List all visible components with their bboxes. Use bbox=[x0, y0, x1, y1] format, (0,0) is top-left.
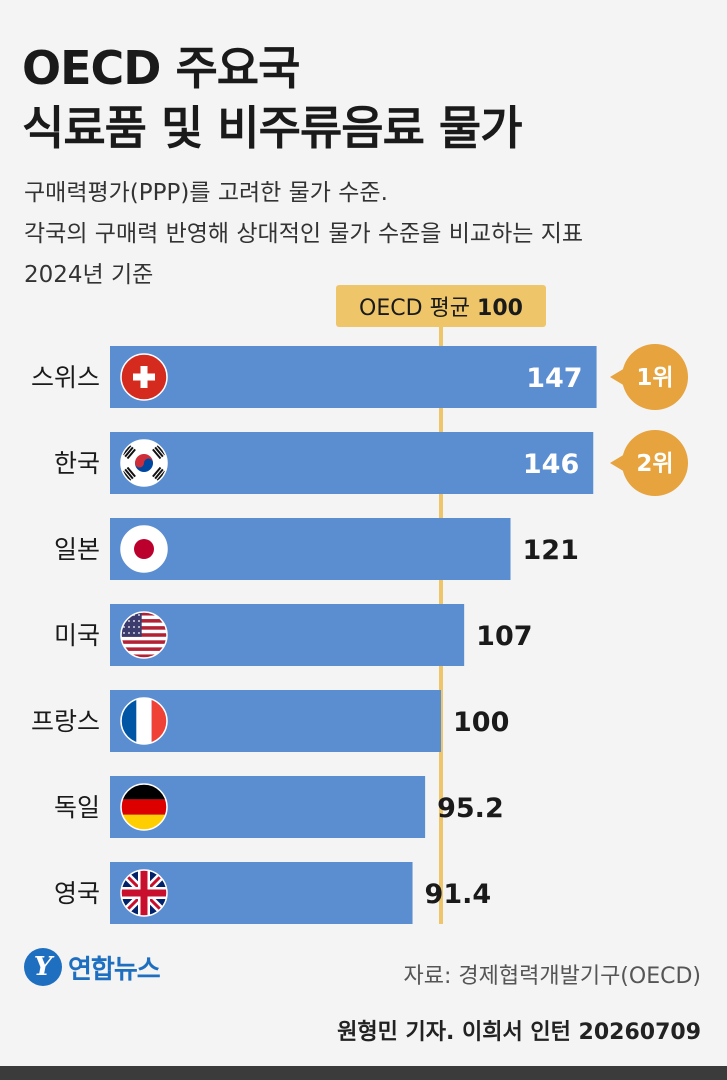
rank-badge: 2위 bbox=[610, 430, 688, 496]
title-line-1: OECD 주요국 bbox=[22, 41, 300, 95]
yonhap-logo-text: 연합뉴스 bbox=[68, 954, 161, 985]
bar bbox=[110, 604, 465, 666]
category-label: 일본 bbox=[54, 535, 100, 564]
bar-row: 일본 121 bbox=[54, 518, 579, 580]
rank-badge-circle bbox=[622, 344, 688, 410]
korea-flag-icon bbox=[121, 440, 167, 486]
bar bbox=[110, 518, 511, 580]
bottom-bar bbox=[0, 1066, 727, 1080]
bar bbox=[110, 432, 594, 494]
value-label: 91.4 bbox=[425, 879, 492, 910]
uk-flag-icon bbox=[121, 870, 167, 916]
category-label: 스위스 bbox=[31, 363, 100, 392]
value-label: 107 bbox=[476, 621, 532, 652]
yonhap-logo: Y 연합뉴스 bbox=[24, 948, 161, 986]
rank-badge-pointer bbox=[610, 454, 625, 472]
oecd-average-label-box bbox=[336, 285, 546, 327]
bar-row: 한국 146 bbox=[54, 432, 594, 494]
swiss-flag-icon bbox=[121, 354, 167, 400]
subtitle-line-3: 2024년 기준 bbox=[24, 262, 154, 288]
bar-row: 영국 91.4 bbox=[54, 862, 491, 924]
bar-row: 스위스 147 bbox=[31, 346, 597, 408]
rank-badge-circle bbox=[622, 430, 688, 496]
value-label: 95.2 bbox=[437, 793, 504, 824]
title-line-2: 식료품 및 비주류음료 물가 bbox=[22, 101, 523, 155]
japan-flag-icon bbox=[121, 526, 167, 572]
chart-title: OECD 주요국 식료품 및 비주류음료 물가 bbox=[22, 38, 712, 158]
subtitle-line-1: 구매력평가(PPP)를 고려한 물가 수준. bbox=[24, 180, 388, 206]
subtitle-line-2: 각국의 구매력 반영해 상대적인 물가 수준을 비교하는 지표 bbox=[24, 221, 584, 247]
category-label: 미국 bbox=[54, 621, 100, 650]
oecd-average-label-text: OECD 평균 100 bbox=[359, 296, 523, 321]
rank-badge-pointer bbox=[610, 368, 625, 386]
category-label: 독일 bbox=[54, 793, 100, 822]
rank-badge: 1위 bbox=[610, 344, 688, 410]
rank-badge-label: 2위 bbox=[636, 451, 673, 477]
yonhap-logo-icon: Y bbox=[24, 948, 62, 986]
rank-badge-label: 1위 bbox=[636, 365, 673, 391]
chart-subtitle: 구매력평가(PPP)를 고려한 물가 수준. 각국의 구매력 반영해 상대적인 … bbox=[24, 173, 714, 296]
bar-chart: OECD 평균 100 스위스 147 한국 146 일본 121 미국 107 프랑스 100 독일… bbox=[31, 285, 688, 924]
value-label: 146 bbox=[523, 449, 579, 480]
bar bbox=[110, 346, 597, 408]
bar-row: 프랑스 100 bbox=[31, 690, 509, 752]
value-label: 100 bbox=[453, 707, 509, 738]
category-label: 영국 bbox=[54, 879, 100, 908]
value-label: 147 bbox=[526, 363, 582, 394]
bar-row: 미국 107 bbox=[54, 604, 533, 666]
category-label: 한국 bbox=[54, 449, 100, 478]
source-note: 자료: 경제협력개발기구(OECD) bbox=[403, 964, 702, 989]
oecd-average-label: OECD 평균 100 bbox=[336, 285, 546, 327]
usa-flag-icon bbox=[121, 612, 167, 658]
category-label: 프랑스 bbox=[31, 707, 100, 736]
value-label: 121 bbox=[523, 535, 579, 566]
bar-row: 독일 95.2 bbox=[54, 776, 504, 838]
credit-line: 원형민 기자. 이희서 인턴 20260709 bbox=[337, 1020, 701, 1045]
